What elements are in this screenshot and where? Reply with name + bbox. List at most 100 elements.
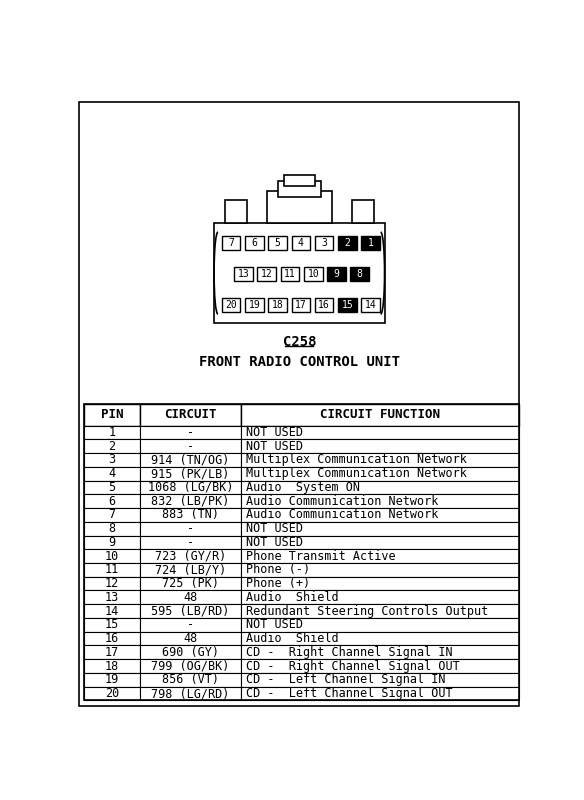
- Bar: [141, 590, 241, 604]
- Bar: [234, 267, 253, 281]
- Text: 2: 2: [345, 238, 350, 248]
- Bar: [141, 646, 241, 659]
- Bar: [222, 236, 241, 250]
- Text: CIRCUIT: CIRCUIT: [164, 408, 217, 422]
- Bar: [84, 494, 141, 508]
- Bar: [241, 659, 519, 673]
- Text: Phone (+): Phone (+): [246, 577, 310, 590]
- Bar: [361, 236, 380, 250]
- Bar: [245, 298, 263, 311]
- Bar: [241, 404, 519, 426]
- Bar: [245, 236, 263, 250]
- Bar: [84, 686, 141, 701]
- Text: -: -: [187, 536, 194, 549]
- Text: C258: C258: [283, 335, 316, 350]
- Bar: [141, 426, 241, 439]
- Text: 17: 17: [105, 646, 119, 659]
- Text: -: -: [187, 440, 194, 453]
- Bar: [241, 426, 519, 439]
- Bar: [141, 508, 241, 522]
- Text: 2: 2: [109, 440, 116, 453]
- Bar: [84, 618, 141, 632]
- Text: 5: 5: [109, 481, 116, 494]
- Text: 20: 20: [225, 300, 237, 310]
- Bar: [214, 223, 384, 323]
- Text: 19: 19: [248, 300, 260, 310]
- Text: 1: 1: [368, 238, 374, 248]
- Text: Redundant Steering Controls Output: Redundant Steering Controls Output: [246, 605, 488, 618]
- Text: 724 (LB/Y): 724 (LB/Y): [155, 563, 226, 576]
- Text: NOT USED: NOT USED: [246, 440, 303, 453]
- Text: 723 (GY/R): 723 (GY/R): [155, 550, 226, 562]
- Text: Phone (-): Phone (-): [246, 563, 310, 576]
- Text: 11: 11: [105, 563, 119, 576]
- Text: 13: 13: [238, 269, 249, 279]
- Bar: [141, 535, 241, 550]
- Text: Audio Communication Network: Audio Communication Network: [246, 508, 439, 522]
- Bar: [241, 494, 519, 508]
- Bar: [268, 298, 287, 311]
- Text: 17: 17: [295, 300, 307, 310]
- Text: 1068 (LG/BK): 1068 (LG/BK): [148, 481, 234, 494]
- Text: 48: 48: [183, 591, 198, 604]
- Bar: [141, 494, 241, 508]
- Bar: [84, 535, 141, 550]
- Text: Audio  System ON: Audio System ON: [246, 481, 360, 494]
- Text: Multiplex Communication Network: Multiplex Communication Network: [246, 467, 467, 480]
- Text: 8: 8: [357, 269, 363, 279]
- Bar: [84, 522, 141, 535]
- Text: 16: 16: [318, 300, 330, 310]
- Text: 13: 13: [105, 591, 119, 604]
- Bar: [241, 453, 519, 466]
- Bar: [241, 466, 519, 481]
- Bar: [225, 200, 246, 223]
- Text: 856 (VT): 856 (VT): [162, 674, 219, 686]
- Bar: [141, 686, 241, 701]
- Text: NOT USED: NOT USED: [246, 522, 303, 535]
- Bar: [84, 550, 141, 563]
- Bar: [84, 590, 141, 604]
- Bar: [241, 590, 519, 604]
- Text: 10: 10: [307, 269, 319, 279]
- Bar: [361, 298, 380, 311]
- Text: 14: 14: [105, 605, 119, 618]
- Bar: [141, 618, 241, 632]
- Text: 4: 4: [109, 467, 116, 480]
- Bar: [241, 673, 519, 686]
- Bar: [84, 563, 141, 577]
- Text: 11: 11: [284, 269, 296, 279]
- Bar: [141, 404, 241, 426]
- Bar: [141, 466, 241, 481]
- Text: 915 (PK/LB): 915 (PK/LB): [151, 467, 230, 480]
- Bar: [141, 659, 241, 673]
- Bar: [338, 298, 357, 311]
- Bar: [84, 426, 141, 439]
- Text: PIN: PIN: [101, 408, 123, 422]
- Text: Audio Communication Network: Audio Communication Network: [246, 494, 439, 508]
- Bar: [84, 453, 141, 466]
- Bar: [141, 481, 241, 494]
- Text: 799 (OG/BK): 799 (OG/BK): [151, 659, 230, 673]
- Text: Audio  Shield: Audio Shield: [246, 632, 339, 645]
- Text: 4: 4: [298, 238, 304, 248]
- Bar: [241, 604, 519, 618]
- Bar: [241, 686, 519, 701]
- Bar: [327, 267, 346, 281]
- Bar: [84, 659, 141, 673]
- Bar: [84, 439, 141, 453]
- Bar: [141, 632, 241, 646]
- Text: CD -  Right Channel Signal IN: CD - Right Channel Signal IN: [246, 646, 453, 659]
- Bar: [277, 182, 321, 197]
- Text: -: -: [187, 618, 194, 631]
- Bar: [222, 298, 241, 311]
- Bar: [84, 577, 141, 590]
- Text: 7: 7: [109, 508, 116, 522]
- Bar: [241, 577, 519, 590]
- Text: 5: 5: [274, 238, 280, 248]
- Bar: [141, 604, 241, 618]
- Bar: [84, 508, 141, 522]
- Text: CD -  Right Channel Signal OUT: CD - Right Channel Signal OUT: [246, 659, 460, 673]
- Text: 595 (LB/RD): 595 (LB/RD): [151, 605, 230, 618]
- Bar: [84, 404, 141, 426]
- Text: Phone Transmit Active: Phone Transmit Active: [246, 550, 396, 562]
